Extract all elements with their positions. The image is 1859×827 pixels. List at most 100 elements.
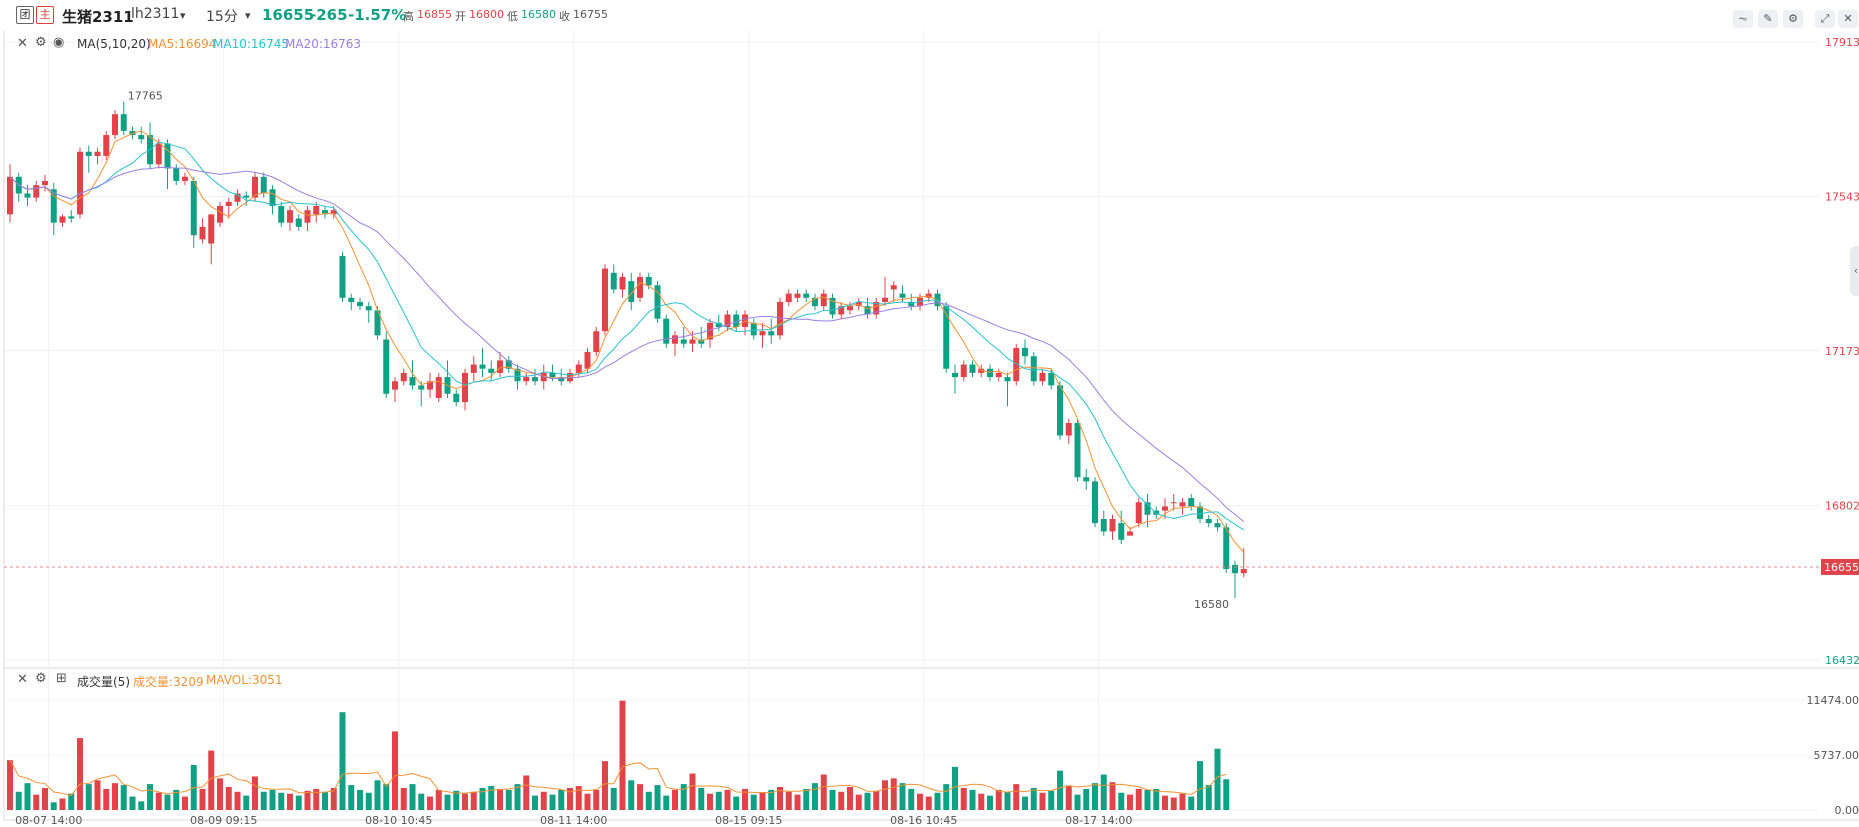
volume-bar	[602, 761, 608, 810]
draw-pen-icon[interactable]: ✎	[1758, 10, 1778, 28]
volume-bar	[462, 793, 468, 810]
candle-body	[208, 214, 215, 244]
candle-body	[838, 306, 845, 315]
volume-bar	[497, 788, 503, 810]
main-contract-badge[interactable]: 主	[36, 6, 54, 24]
volume-bar	[243, 795, 250, 810]
candle-body	[59, 216, 66, 223]
candle-body	[33, 185, 40, 198]
volume-bar	[593, 789, 600, 810]
candle-body	[103, 135, 110, 156]
period-chevron-down-icon[interactable]: ▾	[245, 9, 251, 22]
volume-value: 成交量:3209	[133, 675, 204, 689]
volume-bar	[50, 802, 57, 810]
candle-body	[339, 256, 346, 298]
candle-body	[1092, 481, 1098, 524]
volume-bar	[917, 793, 923, 810]
candle-body	[820, 293, 827, 307]
volume-bar	[103, 788, 110, 810]
volume-bar	[680, 784, 687, 810]
volume-bar	[645, 791, 652, 810]
time-axis-label: 08-07 14:00	[15, 814, 82, 827]
volume-axis-label: 11474.00	[1807, 694, 1859, 707]
volume-bar	[558, 789, 565, 810]
indicator-icon[interactable]: ⏦	[1733, 10, 1753, 28]
volume-bar	[584, 793, 591, 810]
volume-bar	[120, 785, 127, 810]
ma5-line	[9, 130, 1245, 553]
candle-body	[1109, 518, 1116, 532]
volume-bar	[15, 791, 22, 810]
volume-bar	[400, 787, 407, 810]
group-badge[interactable]: 团	[16, 6, 34, 24]
volume-bar	[733, 796, 740, 810]
fullscreen-icon[interactable]: ⤢	[1815, 10, 1835, 28]
visibility-eye-icon[interactable]: ◉	[53, 35, 65, 50]
candle-body	[269, 189, 276, 206]
volume-bar	[339, 712, 346, 810]
period-selector[interactable]: 15分	[206, 9, 238, 25]
volume-bar	[575, 786, 582, 810]
symbol-chevron-down-icon[interactable]: ▾	[180, 9, 186, 22]
candle-body	[374, 310, 381, 336]
low-price-marker: 16580	[1194, 598, 1229, 611]
candle-body	[418, 385, 425, 390]
remove-volume-icon[interactable]: ✕	[17, 672, 28, 687]
volume-bar	[803, 788, 810, 810]
volume-bar	[287, 793, 293, 810]
candle-body	[1223, 527, 1230, 570]
volume-bar	[549, 794, 556, 810]
candle-body	[829, 297, 836, 315]
volume-bar	[1092, 783, 1098, 810]
candle-body	[313, 205, 320, 215]
candle-body	[873, 301, 880, 315]
volume-bar	[94, 780, 101, 810]
candle-body	[812, 297, 818, 307]
candle-body	[112, 114, 118, 136]
candle-body	[50, 189, 57, 223]
add-indicator-icon[interactable]: ⊞	[56, 671, 67, 686]
volume-bar	[269, 789, 276, 810]
volume-bar	[1223, 779, 1230, 810]
side-panel-collapse-handle[interactable]: ‹	[1850, 246, 1859, 296]
candle-body	[330, 210, 337, 215]
candle-body	[68, 216, 75, 219]
volume-bar	[1048, 790, 1055, 810]
indicator-settings-icon[interactable]: ⚙	[35, 35, 47, 50]
volume-bar	[1135, 788, 1142, 810]
high-value: 16855	[417, 8, 452, 21]
candle-body	[1127, 531, 1133, 536]
price-axis-label: 16432	[1825, 654, 1859, 667]
candle-body	[1170, 502, 1177, 504]
remove-indicator-icon[interactable]: ✕	[17, 36, 28, 51]
volume-bar	[1144, 789, 1151, 810]
candle-body	[969, 364, 976, 373]
volume-bar	[969, 789, 976, 810]
close-icon[interactable]: ✕	[1838, 10, 1858, 28]
candle-body	[287, 210, 293, 223]
candle-body	[759, 331, 766, 336]
candle-body	[357, 301, 363, 307]
volume-bar	[628, 780, 635, 810]
candle-body	[1039, 372, 1046, 382]
volume-bar	[1205, 785, 1212, 810]
candle-body	[479, 364, 486, 369]
volume-bar	[654, 785, 661, 810]
volume-bar	[995, 789, 1002, 810]
price-axis-label: 17173	[1825, 345, 1859, 358]
symbol-code[interactable]: lh2311	[131, 6, 180, 22]
candle-body	[628, 281, 635, 302]
volume-bar	[505, 789, 512, 810]
volume-bar	[855, 794, 862, 810]
volume-bar	[225, 786, 232, 810]
candle-body	[1118, 523, 1125, 540]
settings-icon[interactable]: ⚙	[1783, 10, 1803, 28]
low-label: 低	[507, 10, 518, 23]
candle-body	[908, 301, 915, 307]
volume-settings-icon[interactable]: ⚙	[35, 671, 47, 686]
volume-bar	[794, 794, 801, 810]
candle-body	[392, 381, 398, 390]
symbol-name[interactable]: 生猪2311	[62, 8, 134, 26]
